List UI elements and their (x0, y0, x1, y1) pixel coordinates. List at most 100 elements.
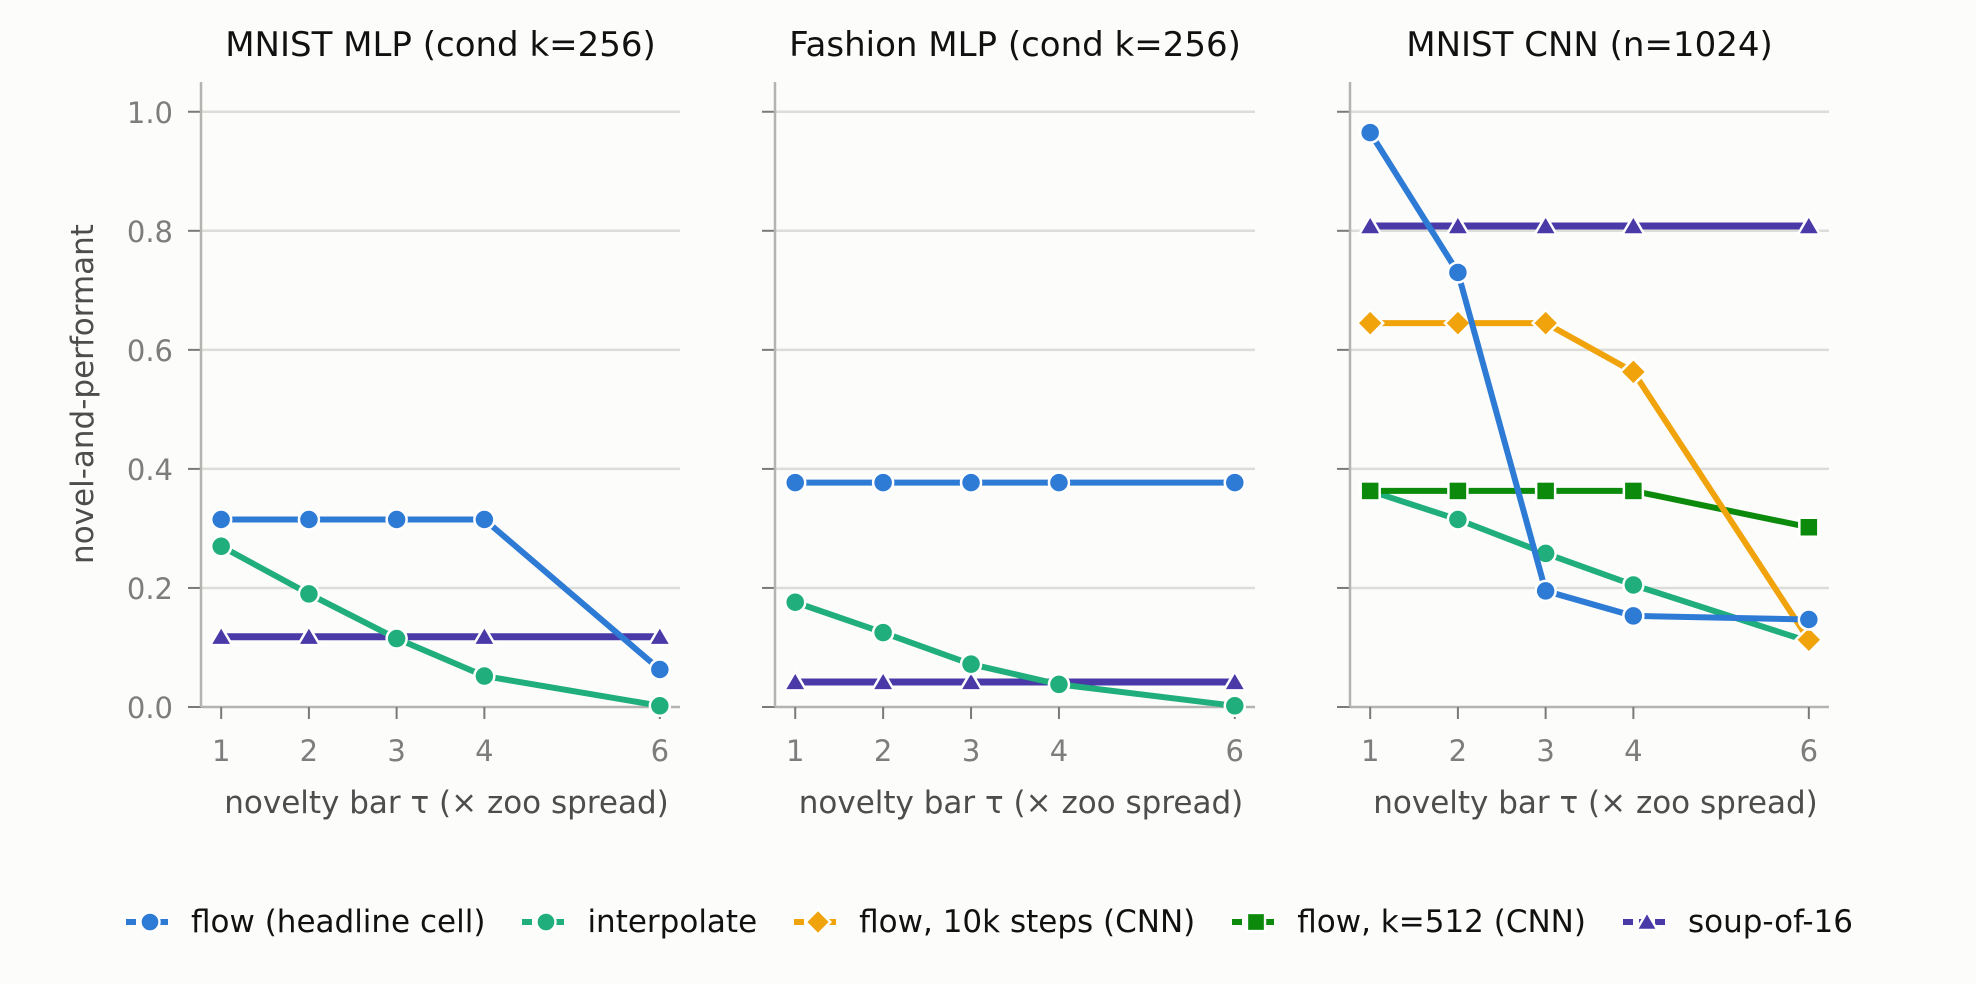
data-point (1221, 669, 1248, 692)
data-point (1798, 516, 1820, 538)
y-tick-label: 1.0 (127, 96, 173, 130)
panel-2: Fashion MLP (cond k=256) 1 2 3 4 6 novelty bar… (762, 25, 1255, 821)
x-tick-label: 1 (212, 734, 230, 768)
data-point (783, 590, 807, 614)
x-axis-label: novelty bar τ (× zoo spread) (1373, 785, 1818, 821)
data-point (1620, 213, 1647, 236)
series-line (1367, 487, 1812, 531)
data-point (648, 658, 672, 681)
series-interp (1358, 479, 1821, 653)
data-point (295, 623, 323, 647)
legend-swatch (522, 911, 571, 933)
data-point (1359, 480, 1381, 502)
data-point (1223, 694, 1247, 718)
legend-label: interpolate (587, 904, 758, 940)
data-point (473, 664, 496, 688)
legend-swatch (794, 907, 843, 937)
x-tick-label: 6 (651, 734, 669, 768)
legend-item-k512: flow, k=512 (CNN) (1229, 904, 1586, 940)
data-point (1622, 604, 1645, 628)
panel-title: MNIST CNN (n=1024) (1406, 25, 1772, 65)
data-point (1618, 357, 1649, 387)
x-axis-label: novelty bar τ (× zoo spread) (799, 785, 1244, 821)
legend-item-soup: soup-of-16 (1620, 904, 1853, 940)
series-line (218, 516, 663, 673)
data-point (1446, 261, 1470, 284)
data-point (207, 623, 235, 647)
x-tick-label: 6 (1800, 734, 1818, 768)
data-point (1622, 480, 1645, 502)
legend-label: soup-of-16 (1687, 904, 1853, 940)
y-tick-label: 0.6 (127, 334, 173, 368)
series-interp (783, 590, 1247, 718)
panel-3: MNIST CNN (n=1024) 1 2 3 4 6 novelty bar τ (× … (1337, 25, 1829, 821)
panel-title: Fashion MLP (cond k=256) (789, 25, 1241, 65)
data-point (1797, 608, 1821, 631)
series-flow (783, 471, 1247, 494)
x-axis-label: novelty bar τ (× zoo spread) (224, 785, 669, 821)
series-interp (209, 535, 672, 718)
data-point (473, 508, 496, 531)
series-k512 (1359, 480, 1820, 538)
data-point (1356, 213, 1384, 236)
x-tick-label: 4 (1624, 734, 1642, 768)
panel-1: MNIST MLP (cond k=256) 0.0 0.2 0.4 0.6 0.8 1.0… (127, 25, 680, 821)
x-tick-label: 3 (962, 734, 980, 768)
data-point (871, 621, 895, 644)
legend-marker (1246, 911, 1267, 933)
series-line (792, 599, 1238, 709)
data-point (471, 623, 498, 647)
data-point (1443, 308, 1473, 338)
x-tick-label: 3 (387, 734, 405, 768)
x-tick-label: 6 (1226, 734, 1244, 768)
y-tick-label: 0.4 (127, 453, 173, 487)
x-tick-label: 2 (1449, 734, 1467, 768)
legend-item-flow: flow (headline cell) (123, 904, 485, 940)
data-point (209, 508, 233, 531)
data-point (1047, 673, 1071, 696)
data-point (1447, 480, 1469, 502)
series-flow (209, 508, 672, 681)
data-point (1355, 308, 1385, 338)
series-line (218, 543, 663, 709)
data-point (1047, 471, 1071, 494)
legend-swatch (1232, 911, 1281, 933)
data-point (1446, 508, 1470, 531)
series-line (1367, 129, 1812, 623)
legend-marker (139, 911, 161, 933)
x-tick-label: 4 (475, 734, 493, 768)
data-point (646, 623, 674, 647)
data-point (959, 652, 983, 676)
data-point (871, 471, 895, 494)
data-point (1534, 480, 1557, 502)
legend: flow (headline cell) interpolate flow, 10k… (0, 892, 1976, 952)
data-point (783, 471, 807, 494)
series-soup (207, 623, 674, 647)
data-point (957, 669, 985, 692)
data-point (1530, 308, 1561, 338)
data-point (385, 627, 408, 650)
data-point (1622, 573, 1645, 597)
data-point (1358, 121, 1382, 144)
panel-title: MNIST MLP (cond k=256) (225, 25, 656, 65)
legend-label: flow (headline cell) (191, 904, 486, 940)
x-tick-label: 3 (1536, 734, 1554, 768)
data-point (297, 508, 321, 531)
legend-item-flow10k: flow, 10k steps (CNN) (791, 904, 1195, 940)
data-point (782, 669, 809, 692)
data-point (1444, 213, 1472, 236)
data-point (1223, 471, 1247, 494)
legend-swatch (1622, 909, 1671, 932)
data-point (1795, 213, 1823, 236)
series-soup (782, 669, 1248, 692)
data-point (959, 471, 983, 494)
x-tick-label: 2 (874, 734, 892, 768)
data-point (1532, 213, 1559, 236)
y-axis-label: novel-and-performant (65, 224, 101, 564)
x-tick-label: 1 (1361, 734, 1379, 768)
y-tick-label: 0.2 (127, 572, 173, 606)
data-point (869, 669, 897, 692)
series-flow (1358, 121, 1821, 631)
